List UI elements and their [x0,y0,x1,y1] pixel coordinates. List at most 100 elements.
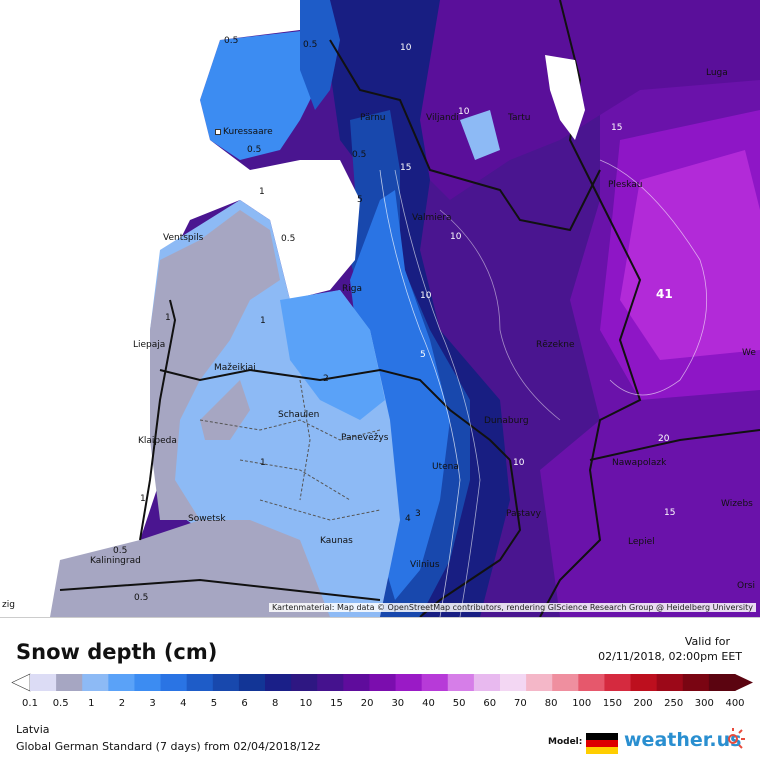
contour-label: 0.5 [247,145,262,155]
contour-label: 1 [260,316,266,326]
snow-zone-0-5-south [50,520,330,617]
contour-label: 1 [260,458,266,468]
city-label: Wizebs [721,499,753,509]
legend-tick-label: 300 [694,698,714,709]
contour-label: 5 [420,350,426,360]
city-label: Rēzekne [536,340,575,350]
legend-tick-label: 1 [88,698,95,709]
legend-swatch [630,674,658,691]
legend-swatch [343,674,370,691]
legend-tick-label: 0.1 [22,698,38,709]
contour-label: 10 [450,232,462,242]
legend-swatch [473,674,501,691]
snow-depth-map: Kuressaare Pärnu Viljandi Tartu Luga Ple… [0,0,760,617]
city-label: Sowetsk [188,514,226,524]
legend-swatch [108,674,135,691]
city-label: Nawapolazk [612,458,667,468]
snow-patch-viljandi [460,110,500,160]
city-label: Pleskau [608,180,643,190]
valid-time: Valid for 02/11/2018, 02:00pm EET [598,634,742,664]
snow-zone-15 [420,0,760,200]
city-label: Viljandi [426,113,459,123]
legend-tick-label: 30 [391,698,405,709]
legend-tick-label: 400 [725,698,745,709]
legend-tick-label: 150 [602,698,622,709]
legend-swatch [212,674,240,691]
contour-label: 10 [420,291,432,301]
flag-stripe [586,733,618,740]
max-value-label: 41 [656,287,673,301]
snow-zone-island-2 [300,0,340,110]
legend-swatch [56,674,83,691]
legend-swatch [317,674,344,691]
contour-line-1 [379,169,461,617]
legend-swatch [500,674,527,691]
contour-label: 10 [458,107,470,117]
legend-tick-label: 8 [272,698,279,709]
legend-arrow-left [11,673,31,692]
legend-tick-label: 20 [360,698,374,709]
snow-zone-4 [350,190,450,600]
germany-flag-icon [586,733,618,754]
contour-label: 1 [165,313,171,323]
city-label: Utena [432,462,459,472]
legend-tick-label: 2 [118,698,126,709]
legend-tick-label: 100 [572,698,592,709]
baltic-sea [0,0,360,617]
contour-label: 15 [400,163,412,173]
brand-logo[interactable]: weather.us [624,729,742,751]
contour-label: 4 [405,514,411,524]
legend-swatch [708,674,736,691]
city-label: Pärnu [360,113,386,123]
city-label: Liepaja [133,340,166,350]
border-kaliningrad [59,578,381,601]
legend-swatch [265,674,292,691]
border-lithuania-belarus [419,459,522,617]
legend-swatch [238,674,266,691]
legend-swatch [552,674,579,691]
border-latvia-lithuania [159,368,511,461]
contour-label: 0.5 [303,40,318,50]
legend-tick-label: 70 [514,698,527,709]
valid-datetime: 02/11/2018, 02:00pm EET [598,650,742,663]
contour-line-2 [394,169,481,617]
legend-tick-label: 10 [299,698,313,709]
valid-label: Valid for [684,635,730,648]
legend-swatch [604,674,632,691]
contour-label: 15 [664,508,676,518]
legend-swatch [421,674,449,691]
map-title: Snow depth (cm) [16,640,218,664]
legend-bar [11,673,753,692]
contour-label: 10 [513,458,525,468]
flag-stripe [586,747,618,754]
legend-tick-label: 50 [452,698,466,709]
city-label: Kaliningrad [90,556,141,566]
snow-zone-0-5 [150,210,280,520]
flag-stripe [586,740,618,747]
snow-zone-40 [620,150,760,360]
coastline-border [139,299,177,541]
city-label: Dunaburg [484,416,529,426]
contour-label: 0.5 [113,546,128,556]
city-label: Kuressaare [215,127,273,137]
legend-arrow-right [735,674,753,691]
city-label: Mažeikiai [214,363,256,373]
contour-label: 5 [357,195,363,205]
legend-swatch [186,674,214,691]
contour-label: 3 [415,509,421,519]
region-label: Latvia [16,723,50,736]
sun-icon [728,728,745,749]
legend-tick-label: 6 [241,698,248,709]
contour-label: 0.5 [134,593,149,603]
city-label: Vilnius [410,560,440,570]
legend-swatch [656,674,684,691]
contour-label: 1 [259,187,265,197]
city-label: Luga [706,68,728,78]
snow-zone-2 [280,290,385,420]
legend-swatch [682,674,710,691]
city-label: Kaunas [320,536,353,546]
snow-zone-island [200,30,320,160]
district-lines [199,379,381,521]
city-label: zig [2,600,15,610]
legend-tick-label: 0.5 [52,698,69,709]
